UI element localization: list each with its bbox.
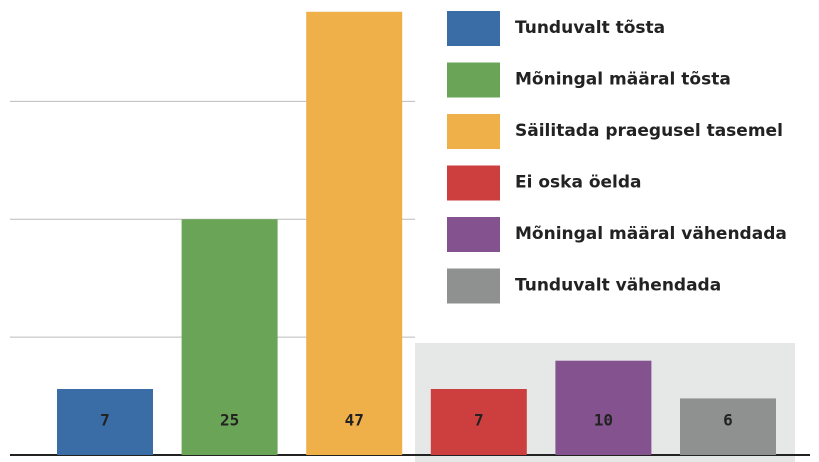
value-label: 25 [220, 411, 239, 430]
value-label: 47 [345, 411, 364, 430]
legend-label: Tunduvalt tõsta [515, 18, 665, 38]
legend-label: Säilitada praegusel tasemel [515, 121, 783, 141]
bar [430, 388, 527, 455]
value-label: 10 [594, 411, 613, 430]
bar [680, 398, 776, 455]
legend-label: Mõningal määral tõsta [515, 70, 731, 90]
legend-swatch [447, 268, 500, 304]
legend-label: Ei oska öelda [515, 173, 642, 193]
legend-swatch [447, 165, 500, 201]
legend-label: Tunduvalt vähendada [515, 276, 721, 296]
legend-swatch [447, 11, 500, 46]
bar [57, 388, 153, 455]
legend-label: Mõningal määral vähendada [515, 224, 787, 244]
bar [181, 219, 278, 455]
legend-swatch [447, 217, 500, 252]
bar [306, 11, 403, 455]
legend-swatch [447, 62, 500, 98]
value-label: 7 [474, 411, 484, 430]
value-label: 7 [100, 411, 110, 430]
bar [555, 360, 652, 455]
legend-swatch [447, 114, 500, 149]
value-label: 6 [723, 411, 733, 430]
